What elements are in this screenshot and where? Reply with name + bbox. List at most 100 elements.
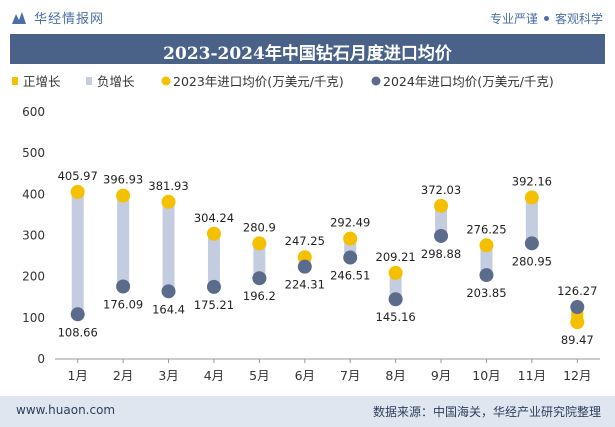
- point-2023: [343, 231, 358, 246]
- x-tick-label: 4月: [204, 368, 224, 383]
- legend-marker: [161, 76, 171, 86]
- data-labels: 405.97 108.66 396.93 176.09 381.93 164.4 304.2…: [58, 169, 598, 347]
- x-tick-label: 11月: [518, 368, 546, 383]
- data-label-2024: 224.31: [285, 278, 325, 292]
- legend-swatch: [86, 77, 92, 85]
- point-2023: [388, 265, 403, 280]
- legend-label: 2024年进口均价(万美元/千克): [383, 74, 554, 89]
- point-2024: [116, 279, 131, 294]
- data-label-2023: 276.25: [466, 222, 506, 236]
- slogan-right: 客观科学: [554, 12, 603, 26]
- data-label-2024: 280.95: [512, 254, 552, 268]
- point-2024: [434, 228, 449, 243]
- footer-source: 数据来源：中国海关，华经产业研究院整理: [372, 405, 601, 419]
- point-2023: [434, 198, 449, 213]
- data-label-2023: 89.47: [561, 333, 594, 347]
- y-tick-label: 200: [22, 270, 45, 284]
- data-label-2024: 246.51: [330, 269, 370, 283]
- bars: [71, 191, 584, 323]
- data-label-2024: 108.66: [58, 325, 98, 339]
- change-bar: [480, 245, 493, 276]
- data-label-2023: 280.9: [243, 220, 276, 234]
- data-label-2023: 292.49: [330, 216, 370, 230]
- data-label-2023: 405.97: [58, 169, 98, 183]
- x-tick-label: 5月: [249, 368, 269, 383]
- legend-swatch: [12, 77, 18, 85]
- point-2023: [570, 315, 585, 330]
- point-2023: [252, 236, 267, 251]
- legend-label: 2023年进口均价(万美元/千克): [173, 74, 344, 89]
- point-2024: [70, 307, 85, 322]
- x-tick-label: 2月: [113, 368, 133, 383]
- chart-title: 2023-2024年中国钻石月度进口均价: [163, 44, 452, 64]
- data-label-2024: 126.27: [557, 284, 597, 298]
- change-bar: [71, 191, 84, 315]
- point-2024: [252, 271, 267, 286]
- point-2023: [206, 226, 221, 241]
- data-label-2024: 298.88: [421, 247, 461, 261]
- x-tick-label: 12月: [563, 368, 591, 383]
- point-2024: [388, 292, 403, 307]
- legend-marker: [371, 76, 381, 86]
- slogan: 专业严谨 客观科学: [490, 10, 603, 27]
- y-tick-label: 600: [22, 105, 45, 119]
- point-2024: [206, 279, 221, 294]
- y-tick-label: 100: [22, 311, 45, 325]
- point-2024: [343, 250, 358, 265]
- legend-label: 正增长: [23, 74, 61, 89]
- change-bar: [435, 205, 448, 236]
- x-tick-label: 9月: [431, 368, 451, 383]
- change-bar: [162, 201, 175, 292]
- brand-logo-icon: [12, 11, 26, 24]
- slogan-dot-icon: [543, 16, 549, 21]
- y-tick-label: 500: [22, 146, 45, 160]
- point-2024: [161, 284, 176, 299]
- x-tick-label: 8月: [385, 368, 405, 383]
- legend-label: 负增长: [97, 74, 135, 89]
- point-2023: [161, 194, 176, 209]
- change-bar: [253, 243, 266, 279]
- y-tick-label: 300: [22, 229, 45, 243]
- x-tick-label: 7月: [340, 368, 360, 383]
- point-2024: [570, 300, 585, 315]
- change-bar: [207, 233, 220, 287]
- data-label-2023: 396.93: [103, 173, 143, 187]
- footer: www.huaon.com 数据来源：中国海关，华经产业研究院整理: [0, 396, 615, 427]
- change-bar: [389, 272, 402, 300]
- point-2023: [479, 238, 494, 253]
- footer-website: www.huaon.com: [16, 403, 116, 417]
- data-label-2024: 175.21: [194, 298, 234, 312]
- data-label-2023: 381.93: [148, 179, 188, 193]
- data-label-2024: 145.16: [376, 310, 416, 324]
- data-label-2023: 304.24: [194, 211, 234, 225]
- points: [70, 184, 585, 330]
- y-tick-label: 0: [37, 352, 45, 366]
- data-label-2023: 247.25: [285, 234, 325, 248]
- axes: 0 100 200 300 400 500 600 1月 2月 3月 4月 5月 6月 7月 8月 9月 10月…: [22, 105, 600, 383]
- brand-name: 华经情报网: [34, 12, 105, 27]
- x-tick-label: 10月: [472, 368, 500, 383]
- change-bar: [525, 197, 538, 244]
- change-bar: [117, 195, 130, 287]
- point-2023: [70, 184, 85, 199]
- y-tick-label: 400: [22, 187, 45, 201]
- title-bar: 2023-2024年中国钻石月度进口均价: [10, 34, 605, 64]
- x-tick-label: 1月: [67, 368, 87, 383]
- data-label-2024: 196.2: [243, 289, 276, 303]
- data-label-2023: 372.03: [421, 183, 461, 197]
- point-2023: [116, 188, 131, 203]
- point-2023: [524, 190, 539, 205]
- x-tick-label: 3月: [158, 368, 178, 383]
- data-label-2024: 203.85: [466, 286, 506, 300]
- legend: 正增长 负增长 2023年进口均价(万美元/千克) 2024年进口均价(万美元/千克): [12, 74, 554, 89]
- point-2024: [479, 268, 494, 283]
- data-label-2024: 176.09: [103, 298, 143, 312]
- x-tick-label: 6月: [295, 368, 315, 383]
- brand: 华经情报网: [10, 8, 104, 27]
- top-bar: 华经情报网 专业严谨 客观科学: [0, 0, 615, 34]
- data-label-2023: 392.16: [512, 175, 552, 189]
- point-2024: [297, 259, 312, 274]
- point-2024: [524, 236, 539, 251]
- chart: 正增长 负增长 2023年进口均价(万美元/千克) 2024年进口均价(万美元/千克)…: [12, 74, 600, 383]
- data-label-2024: 164.4: [152, 302, 185, 316]
